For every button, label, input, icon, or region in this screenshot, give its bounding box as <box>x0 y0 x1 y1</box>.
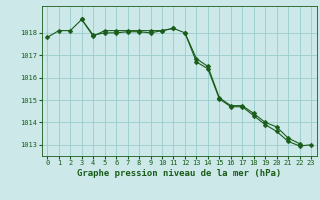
X-axis label: Graphe pression niveau de la mer (hPa): Graphe pression niveau de la mer (hPa) <box>77 169 281 178</box>
